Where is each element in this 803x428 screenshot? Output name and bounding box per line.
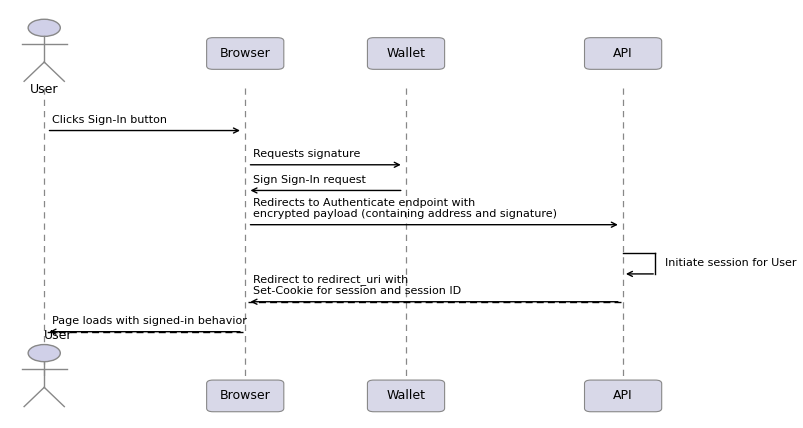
Text: Requests signature: Requests signature bbox=[253, 149, 361, 159]
Text: Redirect to redirect_uri with
Set-Cookie for session and session ID: Redirect to redirect_uri with Set-Cookie… bbox=[253, 273, 461, 296]
Text: Initiate session for User: Initiate session for User bbox=[664, 258, 796, 268]
Text: Browser: Browser bbox=[219, 47, 271, 60]
FancyBboxPatch shape bbox=[206, 38, 283, 69]
Text: Wallet: Wallet bbox=[386, 389, 425, 402]
FancyBboxPatch shape bbox=[584, 38, 661, 69]
Circle shape bbox=[28, 19, 60, 36]
Text: Browser: Browser bbox=[219, 389, 271, 402]
FancyBboxPatch shape bbox=[206, 380, 283, 412]
Text: API: API bbox=[613, 47, 632, 60]
Circle shape bbox=[28, 345, 60, 362]
FancyBboxPatch shape bbox=[584, 380, 661, 412]
Text: API: API bbox=[613, 389, 632, 402]
FancyBboxPatch shape bbox=[367, 380, 444, 412]
Text: User: User bbox=[44, 330, 72, 342]
Text: Clicks Sign-In button: Clicks Sign-In button bbox=[52, 115, 167, 125]
Text: Redirects to Authenticate endpoint with
encrypted payload (containing address an: Redirects to Authenticate endpoint with … bbox=[253, 198, 556, 219]
Text: Wallet: Wallet bbox=[386, 47, 425, 60]
Text: User: User bbox=[30, 83, 59, 96]
FancyBboxPatch shape bbox=[367, 38, 444, 69]
Text: Page loads with signed-in behavior: Page loads with signed-in behavior bbox=[52, 316, 247, 326]
Text: Sign Sign-In request: Sign Sign-In request bbox=[253, 175, 365, 185]
